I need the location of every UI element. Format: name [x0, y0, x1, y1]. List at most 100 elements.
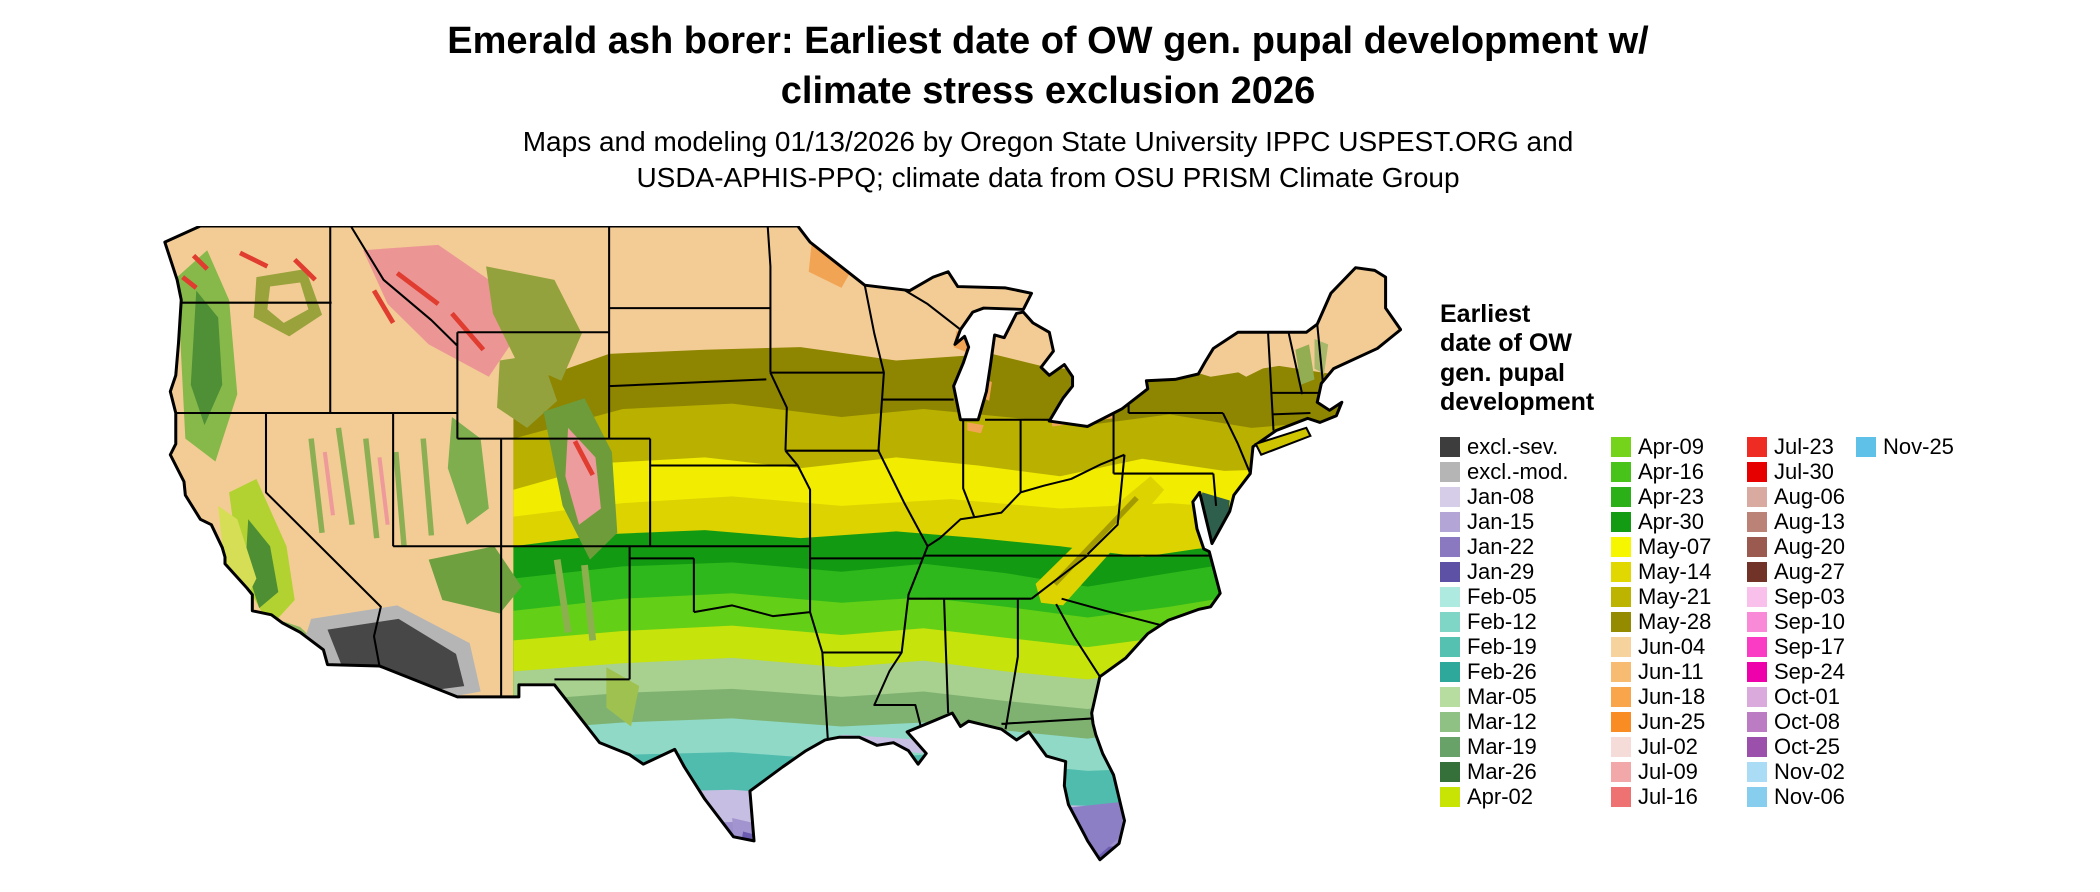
- legend-swatch: [1747, 561, 1767, 582]
- legend-label: Jun-25: [1638, 708, 1706, 734]
- us-outline: [163, 226, 1402, 862]
- legend-swatch: [1747, 436, 1767, 457]
- legend-entry: excl.-sev.: [1440, 434, 1611, 459]
- legend-swatch: [1611, 611, 1631, 632]
- legend-swatch: [1747, 611, 1767, 632]
- legend-label: May-14: [1638, 558, 1712, 584]
- legend-label: Apr-30: [1638, 508, 1705, 534]
- legend-label: Jun-04: [1638, 633, 1706, 659]
- legend-swatch: [1747, 711, 1767, 732]
- legend-entry: Apr-30: [1611, 509, 1747, 534]
- legend-label: Sep-10: [1774, 608, 1845, 634]
- legend-swatch: [1440, 611, 1460, 632]
- legend-swatch: [1611, 586, 1631, 607]
- legend-column: Jul-23 Jul-30 Aug-06 Aug-13 Aug-20 Aug-27 Sep-…: [1747, 434, 1856, 809]
- legend-label: Jul-23: [1774, 433, 1834, 459]
- legend-entry: May-14: [1611, 559, 1747, 584]
- us-choropleth-map: [158, 226, 1402, 892]
- legend-swatch: [1611, 561, 1631, 582]
- legend-swatch: [1856, 436, 1876, 457]
- legend-swatch: [1611, 736, 1631, 757]
- legend-label: May-07: [1638, 533, 1712, 559]
- legend-swatch: [1747, 736, 1767, 757]
- legend-entry: May-28: [1611, 609, 1747, 634]
- legend-label: Apr-16: [1638, 458, 1705, 484]
- legend-entry: Aug-20: [1747, 534, 1856, 559]
- legend-swatch: [1611, 686, 1631, 707]
- legend-swatch: [1440, 736, 1460, 757]
- legend-swatch: [1440, 511, 1460, 532]
- legend-entry: May-07: [1611, 534, 1747, 559]
- legend-entry: Aug-27: [1747, 559, 1856, 584]
- legend-label: Nov-25: [1883, 433, 1954, 459]
- legend-entry: Oct-25: [1747, 734, 1856, 759]
- legend-swatch: [1747, 661, 1767, 682]
- state-borders: [175, 226, 1324, 741]
- legend-entry: Jul-16: [1611, 784, 1747, 809]
- legend-label: Oct-01: [1774, 683, 1841, 709]
- legend-label: Nov-02: [1774, 758, 1845, 784]
- legend-swatch: [1611, 661, 1631, 682]
- legend-entry: Apr-09: [1611, 434, 1747, 459]
- legend-swatch: [1747, 511, 1767, 532]
- legend-label: Jan-08: [1467, 483, 1535, 509]
- legend-swatch: [1747, 486, 1767, 507]
- legend-entry: Mar-19: [1440, 734, 1611, 759]
- legend-swatch: [1440, 486, 1460, 507]
- legend-entry: Jun-18: [1611, 684, 1747, 709]
- legend-entry: Jun-11: [1611, 659, 1747, 684]
- legend-swatch: [1440, 436, 1460, 457]
- legend-label: Jul-02: [1638, 733, 1698, 759]
- legend-entry: Nov-02: [1747, 759, 1856, 784]
- legend-entry: Sep-17: [1747, 634, 1856, 659]
- legend-label: Feb-26: [1467, 658, 1537, 684]
- legend-label: Jul-16: [1638, 783, 1698, 809]
- legend-label: Jan-15: [1467, 508, 1535, 534]
- legend-label: Jun-11: [1638, 658, 1704, 684]
- legend-entry: Jun-04: [1611, 634, 1747, 659]
- legend-entry: Jan-29: [1440, 559, 1611, 584]
- legend-entry: Feb-19: [1440, 634, 1611, 659]
- legend-label: Feb-12: [1467, 608, 1537, 634]
- legend-entry: Sep-24: [1747, 659, 1856, 684]
- legend-entry: Feb-05: [1440, 584, 1611, 609]
- legend-swatch: [1611, 461, 1631, 482]
- legend-swatch: [1747, 786, 1767, 807]
- legend-swatch: [1611, 636, 1631, 657]
- legend-swatch: [1440, 786, 1460, 807]
- legend-label: Sep-03: [1774, 583, 1845, 609]
- legend-entry: Feb-12: [1440, 609, 1611, 634]
- legend-swatch: [1440, 686, 1460, 707]
- legend-entry: Nov-06: [1747, 784, 1856, 809]
- legend-label: May-28: [1638, 608, 1712, 634]
- legend-swatch: [1611, 761, 1631, 782]
- legend-entry: Apr-02: [1440, 784, 1611, 809]
- legend-swatch: [1611, 436, 1631, 457]
- legend-entry: Aug-13: [1747, 509, 1856, 534]
- legend-label: Mar-26: [1467, 758, 1537, 784]
- legend-label: Sep-17: [1774, 633, 1845, 659]
- legend-swatch: [1440, 586, 1460, 607]
- long-island: [1254, 426, 1312, 457]
- legend-entry: Feb-26: [1440, 659, 1611, 684]
- legend-swatch: [1747, 686, 1767, 707]
- legend-entry: Mar-05: [1440, 684, 1611, 709]
- page-subtitle: Maps and modeling 01/13/2026 by Oregon S…: [522, 126, 1574, 194]
- legend-label: Aug-13: [1774, 508, 1845, 534]
- legend-entry: Aug-06: [1747, 484, 1856, 509]
- legend-label: excl.-mod.: [1467, 458, 1569, 484]
- legend-label: Mar-12: [1467, 708, 1537, 734]
- page-title: Emerald ash borer: Earliest date of OW g…: [447, 20, 1649, 113]
- legend-swatch: [1440, 561, 1460, 582]
- legend-swatch: [1440, 711, 1460, 732]
- legend-label: Jan-22: [1467, 533, 1535, 559]
- legend-label: May-21: [1638, 583, 1712, 609]
- legend-swatch: [1440, 661, 1460, 682]
- legend-label: Sep-24: [1774, 658, 1845, 684]
- legend-label: Feb-19: [1467, 633, 1537, 659]
- map-fill-layers: [164, 226, 1401, 860]
- legend-columns: excl.-sev. excl.-mod. Jan-08 Jan-15 Jan-22 Ja…: [1440, 434, 2090, 809]
- legend-label: Jul-30: [1774, 458, 1834, 484]
- legend-swatch: [1440, 461, 1460, 482]
- legend-entry: Jan-15: [1440, 509, 1611, 534]
